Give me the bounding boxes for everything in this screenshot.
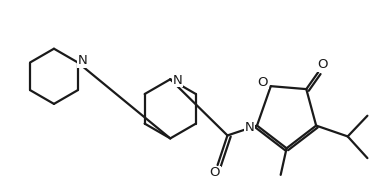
Text: O: O <box>317 58 327 71</box>
Text: O: O <box>258 76 268 89</box>
Text: N: N <box>78 54 88 67</box>
Text: N: N <box>244 121 254 134</box>
Text: N: N <box>172 74 182 87</box>
Text: O: O <box>209 166 220 179</box>
